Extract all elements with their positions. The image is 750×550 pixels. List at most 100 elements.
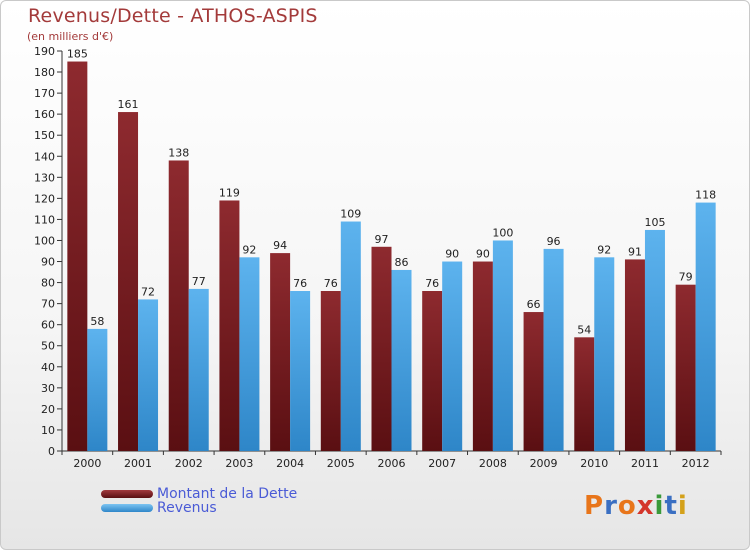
- debt-bar: [270, 253, 291, 451]
- debt-bar-label: 76: [324, 277, 338, 290]
- revenue-bar: [644, 229, 665, 451]
- revenue-bar: [442, 261, 463, 451]
- revenue-bar-label: 109: [340, 208, 361, 221]
- y-tick-label: 160: [34, 108, 55, 121]
- debt-bar: [422, 291, 443, 451]
- revenue-bar-label: 100: [492, 226, 513, 239]
- x-tick-label: 2009: [530, 457, 558, 470]
- y-tick-label: 110: [34, 213, 55, 226]
- y-tick-label: 180: [34, 66, 55, 79]
- x-tick-label: 2005: [327, 457, 355, 470]
- x-tick-label: 2011: [631, 457, 659, 470]
- revenue-bar: [543, 248, 564, 451]
- revenue-bar: [340, 221, 361, 451]
- y-tick-label: 170: [34, 87, 55, 100]
- revenue-bar: [594, 257, 615, 451]
- revenue-bar-label: 96: [547, 235, 561, 248]
- debt-bar-label: 79: [679, 271, 693, 284]
- x-tick-label: 2012: [682, 457, 710, 470]
- y-tick-label: 70: [41, 298, 55, 311]
- logo-letter: t: [664, 491, 678, 521]
- debt-bar-label: 94: [273, 239, 287, 252]
- debt-bar: [371, 246, 392, 451]
- legend-label-revenue: Revenus: [157, 500, 217, 516]
- debt-bar: [118, 112, 139, 451]
- legend-swatch-revenue: [101, 504, 153, 512]
- y-tick-label: 100: [34, 234, 55, 247]
- x-tick-label: 2000: [73, 457, 101, 470]
- y-tick-label: 140: [34, 150, 55, 163]
- chart-subtitle: (en milliers d'€): [27, 30, 114, 43]
- x-tick-label: 2008: [479, 457, 507, 470]
- legend-swatch-debt: [101, 490, 153, 498]
- revenue-bar: [290, 291, 311, 451]
- debt-bar: [523, 312, 544, 451]
- y-tick-label: 120: [34, 192, 55, 205]
- chart-title: Revenus/Dette - ATHOS-ASPIS: [28, 5, 318, 27]
- revenue-bar-label: 72: [141, 285, 155, 298]
- revenue-bar: [87, 328, 108, 451]
- debt-bar-label: 119: [219, 186, 240, 199]
- revenue-bar-label: 58: [90, 315, 104, 328]
- revenue-bar: [492, 240, 513, 451]
- debt-bar-label: 90: [476, 248, 490, 261]
- logo-letter: P: [584, 491, 605, 521]
- debt-bar: [624, 259, 645, 451]
- revenue-bar: [695, 202, 716, 451]
- y-tick-label: 50: [41, 340, 55, 353]
- debt-bar: [320, 291, 341, 451]
- x-tick-label: 2007: [428, 457, 456, 470]
- y-tick-label: 40: [41, 361, 55, 374]
- revenue-bar: [391, 269, 412, 451]
- y-tick-label: 30: [41, 382, 55, 395]
- logo-letter: r: [604, 491, 618, 521]
- revenue-bar-label: 76: [293, 277, 307, 290]
- debt-bar-label: 185: [67, 48, 88, 61]
- revenue-bar-label: 105: [644, 216, 665, 229]
- debt-bar-label: 54: [577, 323, 591, 336]
- proxiti-logo: Proxiti: [584, 491, 688, 521]
- x-tick-label: 2003: [225, 457, 253, 470]
- y-tick-label: 60: [41, 319, 55, 332]
- revenue-bar: [138, 299, 159, 451]
- debt-bar: [67, 61, 88, 452]
- debt-bar-label: 76: [425, 277, 439, 290]
- revenue-bar-label: 92: [597, 243, 611, 256]
- revenue-bar-label: 118: [695, 189, 716, 202]
- debt-bar-label: 91: [628, 245, 642, 258]
- x-tick-label: 2010: [580, 457, 608, 470]
- y-tick-label: 150: [34, 129, 55, 142]
- revenue-bar-label: 92: [242, 243, 256, 256]
- debt-bar: [472, 261, 493, 451]
- logo-letter: x: [636, 491, 655, 521]
- revenue-bar-label: 77: [192, 275, 206, 288]
- debt-bar-label: 138: [168, 146, 189, 159]
- y-tick-label: 80: [41, 277, 55, 290]
- y-tick-label: 130: [34, 171, 55, 184]
- x-tick-label: 2006: [378, 457, 406, 470]
- y-tick-label: 90: [41, 256, 55, 269]
- y-tick-label: 10: [41, 424, 55, 437]
- legend-label-debt: Montant de la Dette: [157, 486, 298, 502]
- logo-letter: i: [654, 491, 665, 521]
- y-tick-label: 0: [48, 445, 55, 458]
- debt-bar: [219, 200, 240, 451]
- revenue-bar: [188, 288, 209, 451]
- debt-bar: [168, 160, 189, 451]
- logo-letter: o: [617, 491, 637, 521]
- debt-bar-label: 161: [118, 98, 139, 111]
- logo-letter: i: [677, 491, 688, 521]
- debt-bar: [675, 284, 696, 451]
- x-tick-label: 2001: [124, 457, 152, 470]
- debt-bar-label: 66: [527, 298, 541, 311]
- debt-bar: [574, 337, 595, 451]
- revenue-bar: [239, 257, 260, 451]
- revenue-bar-label: 90: [445, 248, 459, 261]
- y-tick-label: 20: [41, 403, 55, 416]
- x-tick-label: 2004: [276, 457, 304, 470]
- x-tick-label: 2002: [175, 457, 203, 470]
- revenue-bar-label: 86: [395, 256, 409, 269]
- debt-bar-label: 97: [375, 233, 389, 246]
